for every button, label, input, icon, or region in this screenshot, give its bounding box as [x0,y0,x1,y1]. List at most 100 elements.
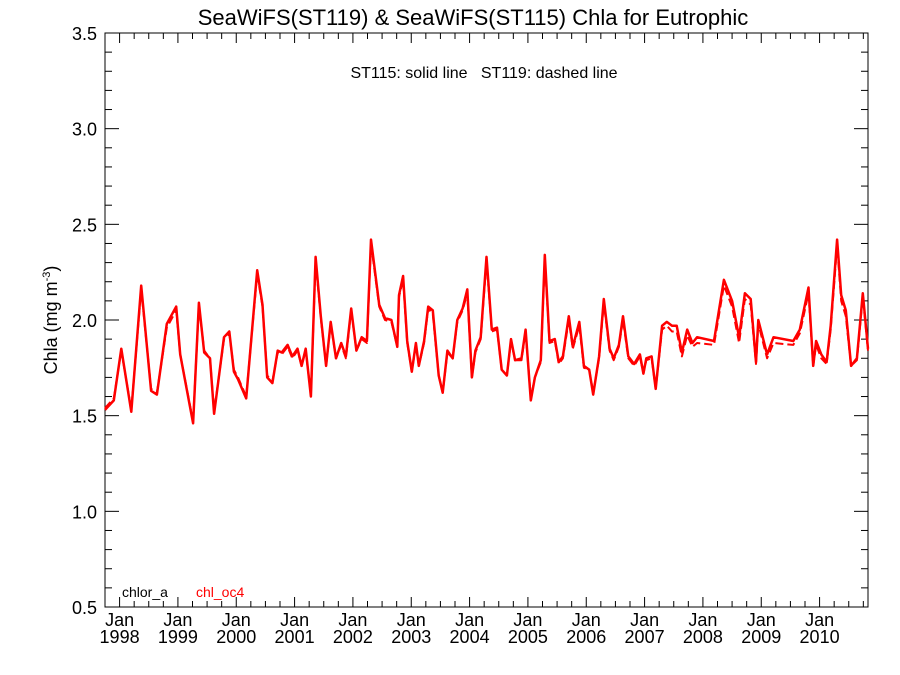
x-tick-label-month: Jan [688,610,717,630]
data-point [634,365,635,366]
data-point [851,365,852,366]
data-point [415,342,416,343]
data-point [345,358,346,359]
data-point [301,365,302,366]
data-point [813,365,814,366]
data-point [438,375,439,376]
data-point [442,392,443,393]
data-point [826,362,827,363]
x-tick-label-month: Jan [455,610,484,630]
data-point [193,423,194,424]
data-point [176,306,177,307]
data-point [692,342,693,343]
data-point [767,354,768,355]
x-tick-label-year: 2003 [391,627,431,647]
y-axis-label: Chla (mg m-3) [41,266,61,375]
data-point [692,346,693,347]
axes [104,32,869,608]
data-point [583,365,584,366]
data-point [262,304,263,305]
y-tick-label: 1.5 [72,407,97,427]
legend-chl-oc4: chl_oc4 [196,584,244,600]
data-point [622,316,623,317]
data-point [687,329,688,330]
data-point [841,295,842,296]
data-point [568,316,569,317]
data-point [496,327,497,328]
data-point [113,400,114,401]
x-tick-label-month: Jan [513,610,542,630]
data-point [767,358,768,359]
x-tick-label-year: 2009 [741,627,781,647]
x-tick-label-year: 1999 [158,627,198,647]
data-point [639,354,640,355]
y-tick-label: 2.5 [72,215,97,235]
data-point [758,319,759,320]
data-point [257,270,258,271]
data-point [697,337,698,338]
data-point [305,348,306,349]
data-point [345,356,346,357]
data-point [549,340,550,341]
data-point [676,325,677,326]
y-tick-label: 0.5 [72,598,97,618]
data-point [501,369,502,370]
data-point [424,340,425,341]
data-point [320,316,321,317]
data-point [447,350,448,351]
data-point [166,323,167,324]
data-point [634,363,635,364]
x-tick-label-month: Jan [747,610,776,630]
data-point [326,365,327,366]
data-point [558,362,559,363]
data-point [867,348,868,349]
data-point [407,340,408,341]
x-tick-label-year: 2000 [216,627,256,647]
data-point [662,325,663,326]
data-point [287,344,288,345]
data-point [209,358,210,359]
data-point [773,337,774,338]
data-point [428,306,429,307]
y-tick-label: 3.0 [72,120,97,140]
data-point [335,358,336,359]
data-point [816,340,817,341]
data-point [156,394,157,395]
data-point [755,363,756,364]
x-tick-label-year: 2004 [450,627,490,647]
data-point [773,342,774,343]
data-point [655,388,656,389]
data-point [837,239,838,240]
data-point [397,346,398,347]
data-point [403,275,404,276]
data-point [671,331,672,332]
data-point [398,295,399,296]
data-point [744,293,745,294]
data-point [366,342,367,343]
x-tick-label-year: 2002 [333,627,373,647]
data-point [246,398,247,399]
data-point [310,396,311,397]
data-point [534,377,535,378]
data-point [452,358,453,359]
data-point [506,375,507,376]
data-point [267,377,268,378]
data-point [281,354,282,355]
data-point [799,333,800,334]
data-point [467,289,468,290]
data-point [793,340,794,341]
data-point [681,352,682,353]
chart-annotation: ST115: solid line ST119: dashed line [350,65,617,82]
data-point [151,390,152,391]
data-point [739,337,740,338]
data-point [613,358,614,359]
x-tick-label-year: 2005 [508,627,548,647]
data-point [549,342,550,343]
data-point [530,400,531,401]
data-point [491,331,492,332]
data-point [613,360,614,361]
data-point [379,304,380,305]
data-point [292,356,293,357]
x-tick-label-month: Jan [163,610,192,630]
